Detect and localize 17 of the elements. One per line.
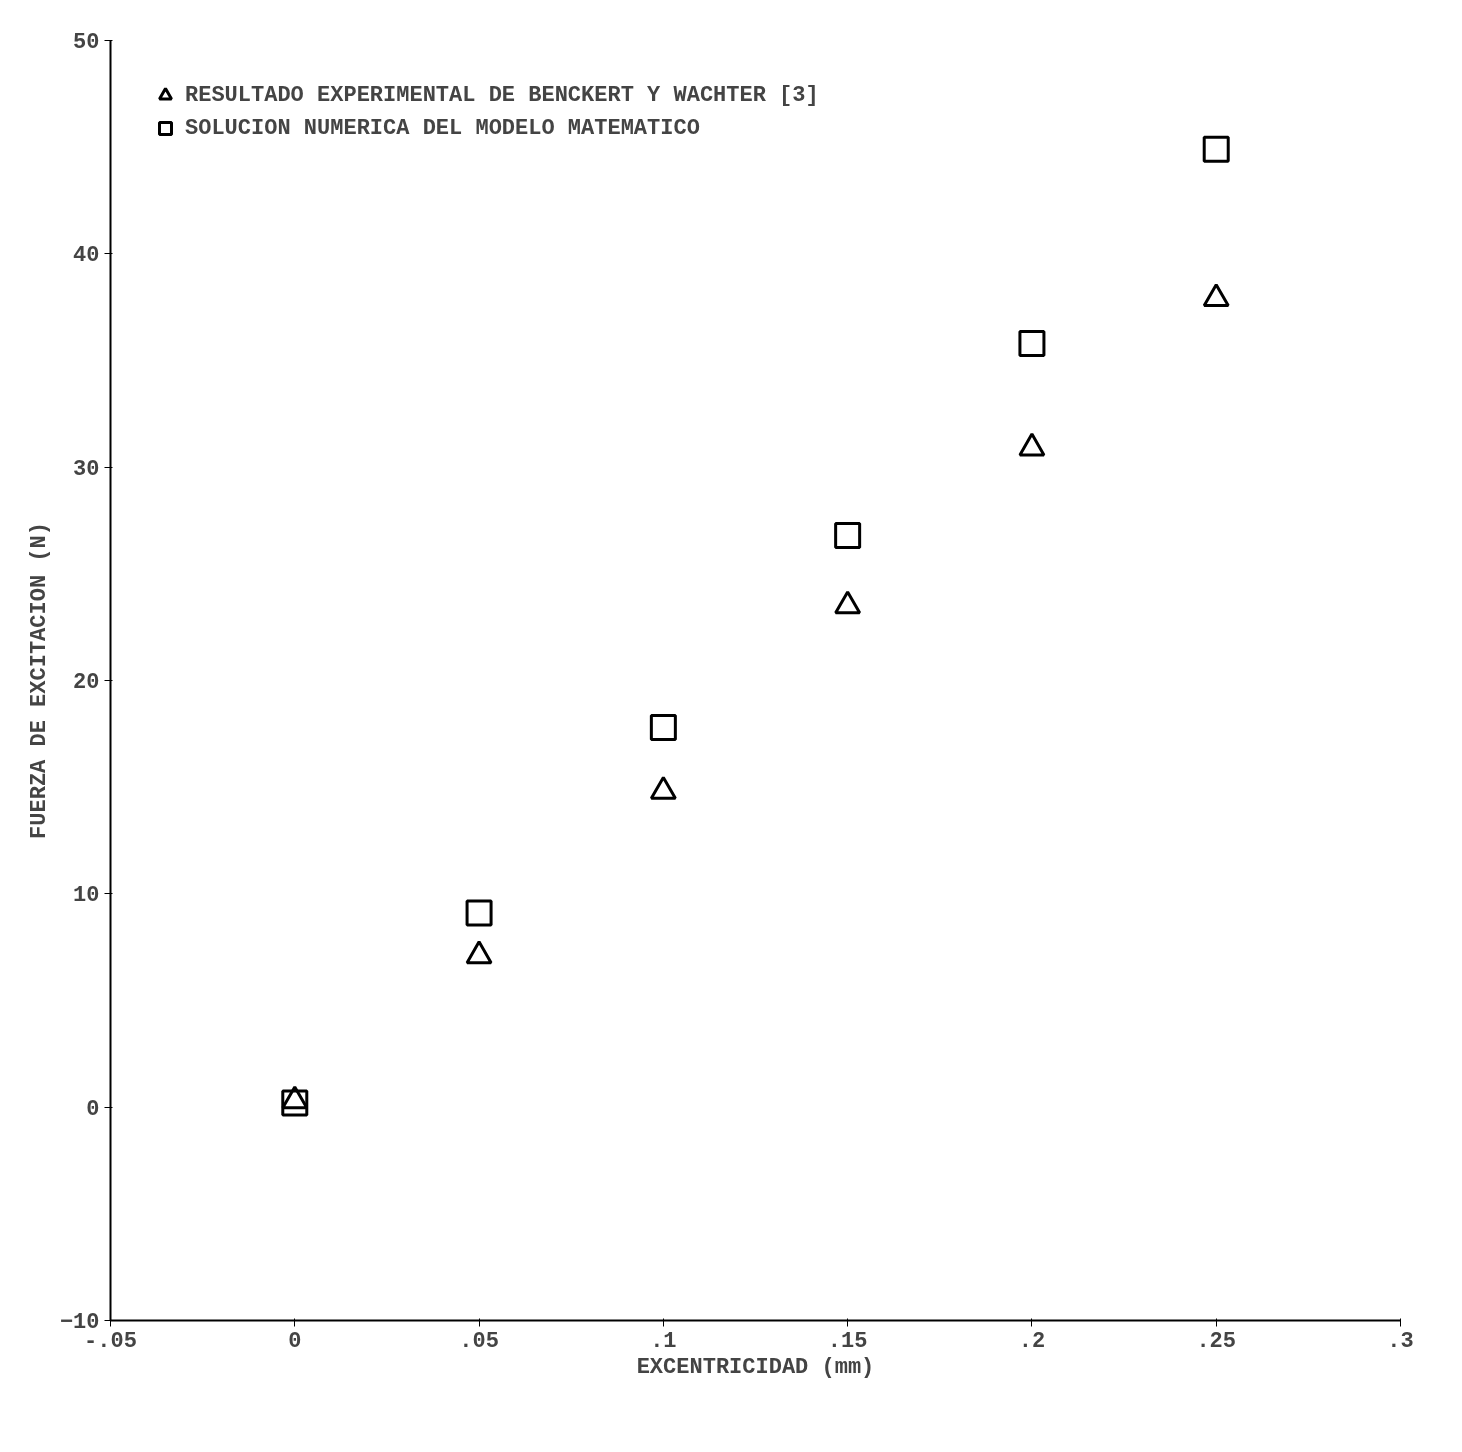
y-tick-label: 50: [73, 30, 100, 55]
y-tick-label: 20: [73, 670, 100, 695]
y-tick-label: 0: [86, 1096, 100, 1122]
y-axis-title: FUERZA DE EXCITACION (N): [26, 522, 52, 839]
legend-label: SOLUCION NUMERICA DEL MODELO MATEMATICO: [185, 115, 700, 141]
y-tick-label: 30: [73, 456, 100, 482]
y-tick-label: 10: [73, 883, 100, 909]
x-tick-label: 0: [288, 1328, 302, 1354]
x-tick-label: .05: [459, 1328, 499, 1354]
x-tick-label: .1: [650, 1328, 677, 1354]
legend-label: RESULTADO EXPERIMENTAL DE BENCKERT Y WACHTER [3]: [185, 82, 819, 108]
x-tick-label: .15: [827, 1328, 868, 1354]
x-tick-label: .3: [1387, 1328, 1414, 1354]
y-tick-label: 40: [73, 243, 100, 269]
x-axis-title: EXCENTRICIDAD (mm): [636, 1354, 875, 1380]
x-tick-label: .2: [1018, 1328, 1046, 1354]
x-tick-label: .25: [1196, 1328, 1237, 1354]
